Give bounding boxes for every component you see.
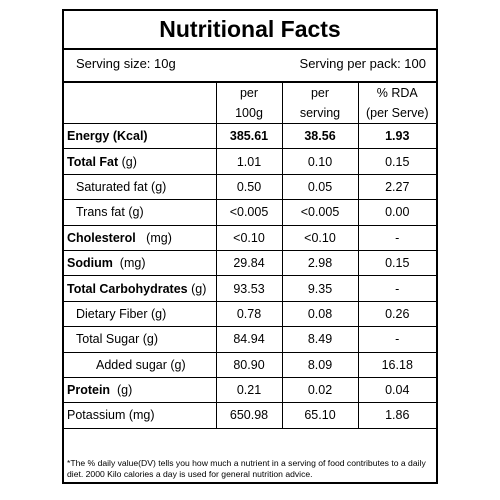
- per-100g-value: <0.10: [215, 224, 283, 251]
- per-serving-value: 8.49: [281, 326, 359, 353]
- nutrient-name: Total Sugar (g): [64, 326, 217, 353]
- per-100g-value: 1.01: [215, 148, 283, 175]
- footnote: *The % daily value(DV) tells you how muc…: [67, 458, 426, 479]
- per-100g-value: 650.98: [215, 402, 283, 429]
- rda-value: 16.18: [357, 351, 436, 378]
- table-row: Trans fat (g) <0.005 <0.005 0.00: [64, 199, 436, 226]
- rda-value: 2.27: [357, 173, 436, 201]
- nutrition-table: per 100g per serving % RDA (per Serve) E…: [64, 81, 436, 429]
- rda-value: -: [357, 326, 436, 353]
- per-serving-value: <0.10: [281, 224, 359, 251]
- rda-value: 0.04: [357, 376, 436, 404]
- table-row: Dietary Fiber (g) 0.78 0.08 0.26: [64, 300, 436, 328]
- per-100g-value: 0.78: [215, 300, 283, 328]
- rda-value: 0.26: [357, 300, 436, 328]
- per-serving-value: 8.09: [281, 351, 359, 378]
- table-row: Cholesterol (mg) <0.10 <0.10 -: [64, 224, 436, 251]
- nutrient-name: Saturated fat (g): [64, 173, 217, 201]
- rda-value: 0.15: [357, 148, 436, 175]
- per-100g-value: <0.005: [215, 199, 283, 226]
- table-row: Total Carbohydrates (g) 93.53 9.35 -: [64, 275, 436, 302]
- nutrient-name: Dietary Fiber (g): [64, 300, 217, 328]
- per-100g-value: 93.53: [215, 275, 283, 302]
- table-row: Total Fat (g) 1.01 0.10 0.15: [64, 148, 436, 175]
- per-100g-column-header: per 100g: [215, 81, 283, 124]
- per-serving-value: 9.35: [281, 275, 359, 302]
- table-row: Added sugar (g) 80.90 8.09 16.18: [64, 351, 436, 378]
- per-100g-value: 0.21: [215, 376, 283, 404]
- nutrient-name: Sodium (mg): [64, 249, 217, 277]
- per-100g-value: 29.84: [215, 249, 283, 277]
- rda-value: 1.86: [357, 402, 436, 429]
- table-row: Potassium (mg) 650.98 65.10 1.86: [64, 402, 436, 429]
- table-row: Protein (g) 0.21 0.02 0.04: [64, 376, 436, 404]
- table-row: Total Sugar (g) 84.94 8.49 -: [64, 326, 436, 353]
- nutrition-label: Nutritional Facts Serving size: 10g Serv…: [62, 9, 438, 484]
- table-row: Energy (Kcal) 385.61 38.56 1.93: [64, 122, 436, 150]
- per-100g-value: 385.61: [215, 122, 283, 150]
- per-serving-value: 0.05: [281, 173, 359, 201]
- servings-per-pack: Serving per pack: 100: [299, 56, 426, 71]
- serving-size: Serving size: 10g: [76, 56, 176, 71]
- rda-value: 1.93: [357, 122, 436, 150]
- nutrient-name: Trans fat (g): [64, 199, 217, 226]
- table-row: Saturated fat (g) 0.50 0.05 2.27: [64, 173, 436, 201]
- nutrient-name: Protein (g): [64, 376, 217, 404]
- per-serving-value: 65.10: [281, 402, 359, 429]
- rda-column-header: % RDA (per Serve): [357, 81, 436, 124]
- serving-info-row: Serving size: 10g Serving per pack: 100: [64, 48, 436, 78]
- rda-value: -: [357, 224, 436, 251]
- nutrient-name: Potassium (mg): [64, 402, 217, 429]
- per-serving-value: 0.08: [281, 300, 359, 328]
- per-serving-value: 38.56: [281, 122, 359, 150]
- per-serving-value: <0.005: [281, 199, 359, 226]
- nutrient-name: Total Carbohydrates (g): [64, 275, 217, 302]
- rda-value: -: [357, 275, 436, 302]
- label-title: Nutritional Facts: [159, 16, 341, 42]
- per-100g-value: 84.94: [215, 326, 283, 353]
- per-serving-column-header: per serving: [281, 81, 359, 124]
- table-header-row: per 100g per serving % RDA (per Serve): [64, 81, 436, 124]
- nutrient-name: Total Fat (g): [64, 148, 217, 175]
- nutrient-name: Cholesterol (mg): [64, 224, 217, 251]
- per-serving-value: 0.02: [281, 376, 359, 404]
- per-serving-value: 0.10: [281, 148, 359, 175]
- per-serving-value: 2.98: [281, 249, 359, 277]
- rda-value: 0.15: [357, 249, 436, 277]
- nutrient-name: Energy (Kcal): [64, 122, 217, 150]
- table-row: Sodium (mg) 29.84 2.98 0.15: [64, 249, 436, 277]
- nutrient-column-header: [64, 81, 217, 124]
- nutrient-name: Added sugar (g): [64, 351, 217, 378]
- rda-value: 0.00: [357, 199, 436, 226]
- per-100g-value: 0.50: [215, 173, 283, 201]
- per-100g-value: 80.90: [215, 351, 283, 378]
